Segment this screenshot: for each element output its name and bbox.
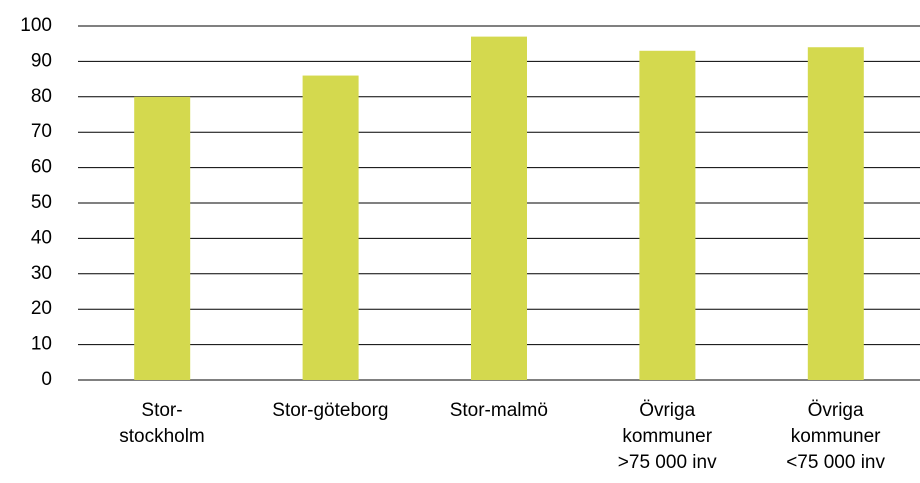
y-tick-label: 60: [31, 157, 52, 178]
x-tick-label: Stor- stockholm: [119, 400, 205, 447]
y-tick-label: 100: [20, 15, 52, 36]
x-tick-label: Övriga kommuner <75 000 inv: [786, 400, 885, 473]
bar: [807, 47, 864, 381]
y-tick-label: 10: [31, 334, 52, 355]
y-tick-label: 40: [31, 227, 52, 248]
x-tick-label: Stor-malmö: [449, 400, 548, 421]
x-tick-label: Övriga kommuner >75 000 inv: [617, 400, 717, 473]
x-tick-label: Stor-göteborg: [272, 400, 389, 421]
y-tick-label: 80: [31, 86, 52, 107]
y-tick-label: 70: [31, 121, 52, 142]
y-tick-label: 30: [31, 263, 52, 284]
y-tick-label: 50: [31, 192, 52, 213]
y-tick-label: 20: [31, 298, 52, 319]
bar: [471, 36, 527, 381]
bar: [134, 96, 191, 381]
bar: [302, 75, 359, 380]
y-tick-label: 90: [31, 50, 52, 71]
y-tick-label: 0: [41, 369, 52, 390]
bar: [639, 50, 696, 380]
